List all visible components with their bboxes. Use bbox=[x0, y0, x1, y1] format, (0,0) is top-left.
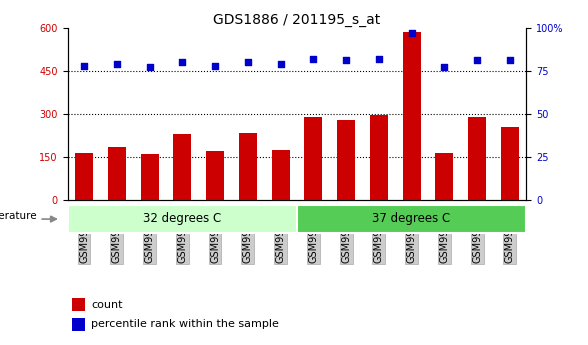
Bar bbox=[72, 298, 85, 311]
Point bbox=[505, 58, 514, 63]
Bar bbox=[468, 117, 486, 200]
Point bbox=[374, 56, 383, 61]
Point bbox=[276, 61, 285, 67]
Bar bbox=[501, 127, 519, 200]
Text: 32 degrees C: 32 degrees C bbox=[143, 212, 222, 225]
Point bbox=[472, 58, 482, 63]
Text: temperature: temperature bbox=[0, 211, 37, 221]
Title: GDS1886 / 201195_s_at: GDS1886 / 201195_s_at bbox=[213, 12, 380, 27]
Point bbox=[145, 65, 154, 70]
Text: count: count bbox=[92, 299, 123, 309]
Bar bbox=[272, 150, 289, 200]
FancyBboxPatch shape bbox=[297, 205, 526, 233]
Point bbox=[178, 59, 187, 65]
Bar bbox=[435, 152, 453, 200]
Bar bbox=[141, 154, 159, 200]
Bar bbox=[370, 115, 388, 200]
Point bbox=[79, 63, 89, 68]
Text: percentile rank within the sample: percentile rank within the sample bbox=[92, 319, 279, 329]
FancyBboxPatch shape bbox=[68, 205, 297, 233]
Bar bbox=[403, 32, 420, 200]
Bar bbox=[72, 318, 85, 331]
Bar bbox=[108, 147, 126, 200]
Point bbox=[440, 65, 449, 70]
Bar bbox=[337, 120, 355, 200]
Bar bbox=[206, 151, 224, 200]
Bar bbox=[305, 117, 322, 200]
Bar bbox=[173, 134, 191, 200]
Text: 37 degrees C: 37 degrees C bbox=[372, 212, 451, 225]
Point bbox=[309, 56, 318, 61]
Bar bbox=[75, 152, 93, 200]
Point bbox=[243, 59, 252, 65]
Point bbox=[342, 58, 351, 63]
Point bbox=[407, 30, 416, 36]
Point bbox=[211, 63, 220, 68]
Point bbox=[112, 61, 122, 67]
Bar bbox=[239, 132, 257, 200]
